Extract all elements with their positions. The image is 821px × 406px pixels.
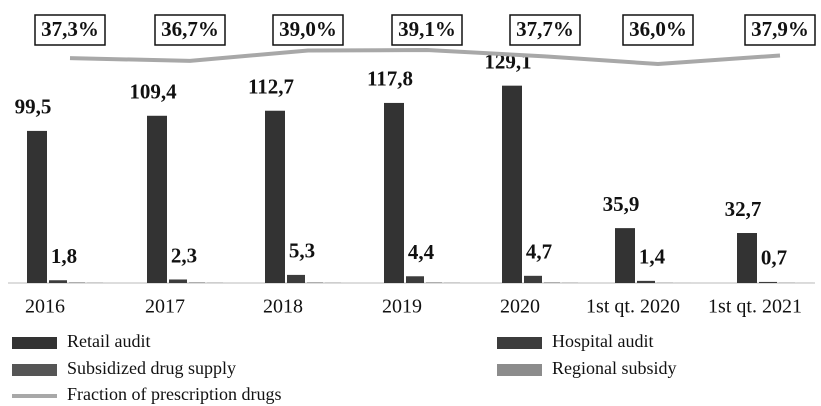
data-label: 99,5 (15, 95, 52, 119)
bar (265, 110, 285, 283)
x-tick-label: 2019 (382, 296, 422, 318)
data-label: 37,3% (41, 17, 99, 41)
bar (49, 280, 67, 283)
data-label: 2,3 (171, 243, 197, 267)
label-box (34, 14, 106, 46)
label-box (391, 14, 463, 46)
data-label: 37,9% (751, 17, 809, 41)
label-box (154, 14, 226, 46)
x-tick-label: 2018 (263, 296, 303, 318)
label-box (272, 14, 344, 46)
data-label: 32,7 (725, 197, 762, 221)
bar (169, 279, 187, 283)
data-label: 39,1% (398, 17, 456, 41)
bar (287, 274, 305, 283)
legend-swatch (12, 337, 57, 349)
data-label: 109,4 (129, 80, 177, 104)
bar (27, 130, 47, 283)
x-tick-label: 1st qt. 2021 (708, 296, 802, 318)
legend-label: Retail audit (67, 331, 150, 351)
bar (615, 228, 635, 283)
legend-swatch (497, 337, 542, 349)
data-label: 112,7 (248, 75, 294, 99)
data-label: 36,7% (161, 17, 219, 41)
bar (384, 102, 404, 283)
x-tick-label: 2020 (500, 296, 540, 318)
label-box (622, 14, 694, 46)
legend-label: Hospital audit (552, 331, 654, 351)
data-label: 5,3 (289, 239, 315, 263)
bar (524, 275, 542, 283)
bar (502, 85, 522, 283)
bar (147, 115, 167, 283)
x-tick-label: 2016 (25, 296, 65, 318)
label-box (744, 14, 816, 46)
label-box (509, 14, 581, 46)
data-label: 39,0% (279, 17, 337, 41)
bar (637, 280, 655, 283)
data-label: 36,0% (629, 17, 687, 41)
x-tick-label: 1st qt. 2020 (586, 296, 680, 318)
legend-swatch (12, 364, 57, 376)
data-label: 1,4 (639, 245, 666, 269)
bar (406, 276, 424, 283)
legend-swatch (497, 364, 542, 376)
data-label: 35,9 (603, 192, 640, 216)
legend-label: Fraction of prescription drugs (67, 384, 281, 404)
legend-label: Subsidized drug supply (67, 358, 236, 378)
x-tick-label: 2017 (145, 296, 185, 318)
legend-label: Regional subsidy (552, 358, 677, 378)
data-label: 4,7 (526, 240, 552, 264)
bar (737, 233, 757, 283)
data-label: 1,8 (51, 244, 77, 268)
data-label: 117,8 (367, 67, 413, 91)
line (69, 48, 781, 67)
bar (759, 281, 777, 283)
data-label: 0,7 (761, 246, 787, 270)
data-label: 37,7% (516, 17, 574, 41)
data-label: 4,4 (408, 240, 435, 264)
